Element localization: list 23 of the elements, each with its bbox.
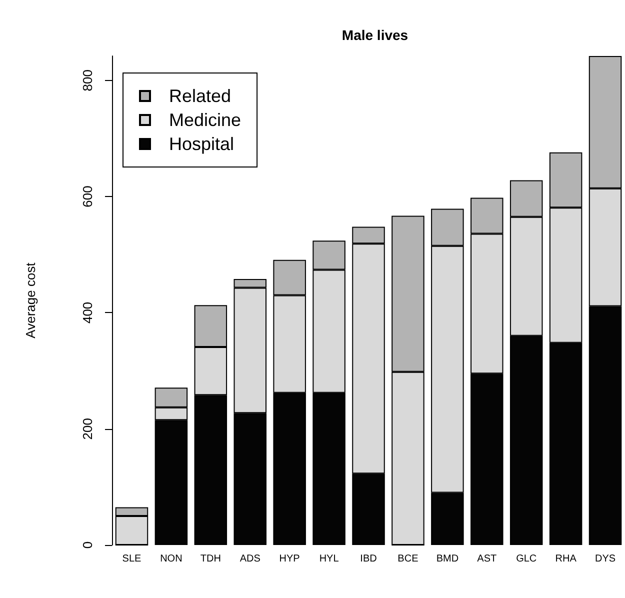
x-tick-label: TDH	[200, 554, 221, 564]
y-tick-label: 400	[80, 302, 95, 324]
legend-label: Medicine	[169, 110, 242, 130]
legend-label: Hospital	[169, 134, 234, 154]
x-tick-label: ADS	[240, 554, 261, 564]
x-tick-label: HYP	[279, 554, 300, 564]
y-axis-title: Average cost	[23, 262, 38, 338]
y-tick-label: 200	[80, 418, 95, 440]
chart-title: Male lives	[342, 27, 408, 43]
x-tick-label: GLC	[516, 554, 537, 564]
x-tick-label: AST	[477, 554, 497, 564]
x-tick-label: IBD	[360, 554, 377, 564]
legend-label: Related	[169, 86, 232, 106]
y-tick-label: 0	[80, 541, 95, 549]
x-tick-label: HYL	[319, 554, 340, 564]
x-tick-label: BMD	[436, 554, 459, 564]
x-tick-label: BCE	[398, 554, 419, 564]
x-tick-label: DYS	[594, 554, 616, 564]
x-tick-label: SLE	[122, 554, 142, 564]
y-tick-label: 800	[80, 70, 95, 92]
y-tick-label: 600	[80, 186, 95, 208]
x-tick-label: NON	[160, 554, 182, 564]
x-tick-label: RHA	[555, 554, 577, 564]
